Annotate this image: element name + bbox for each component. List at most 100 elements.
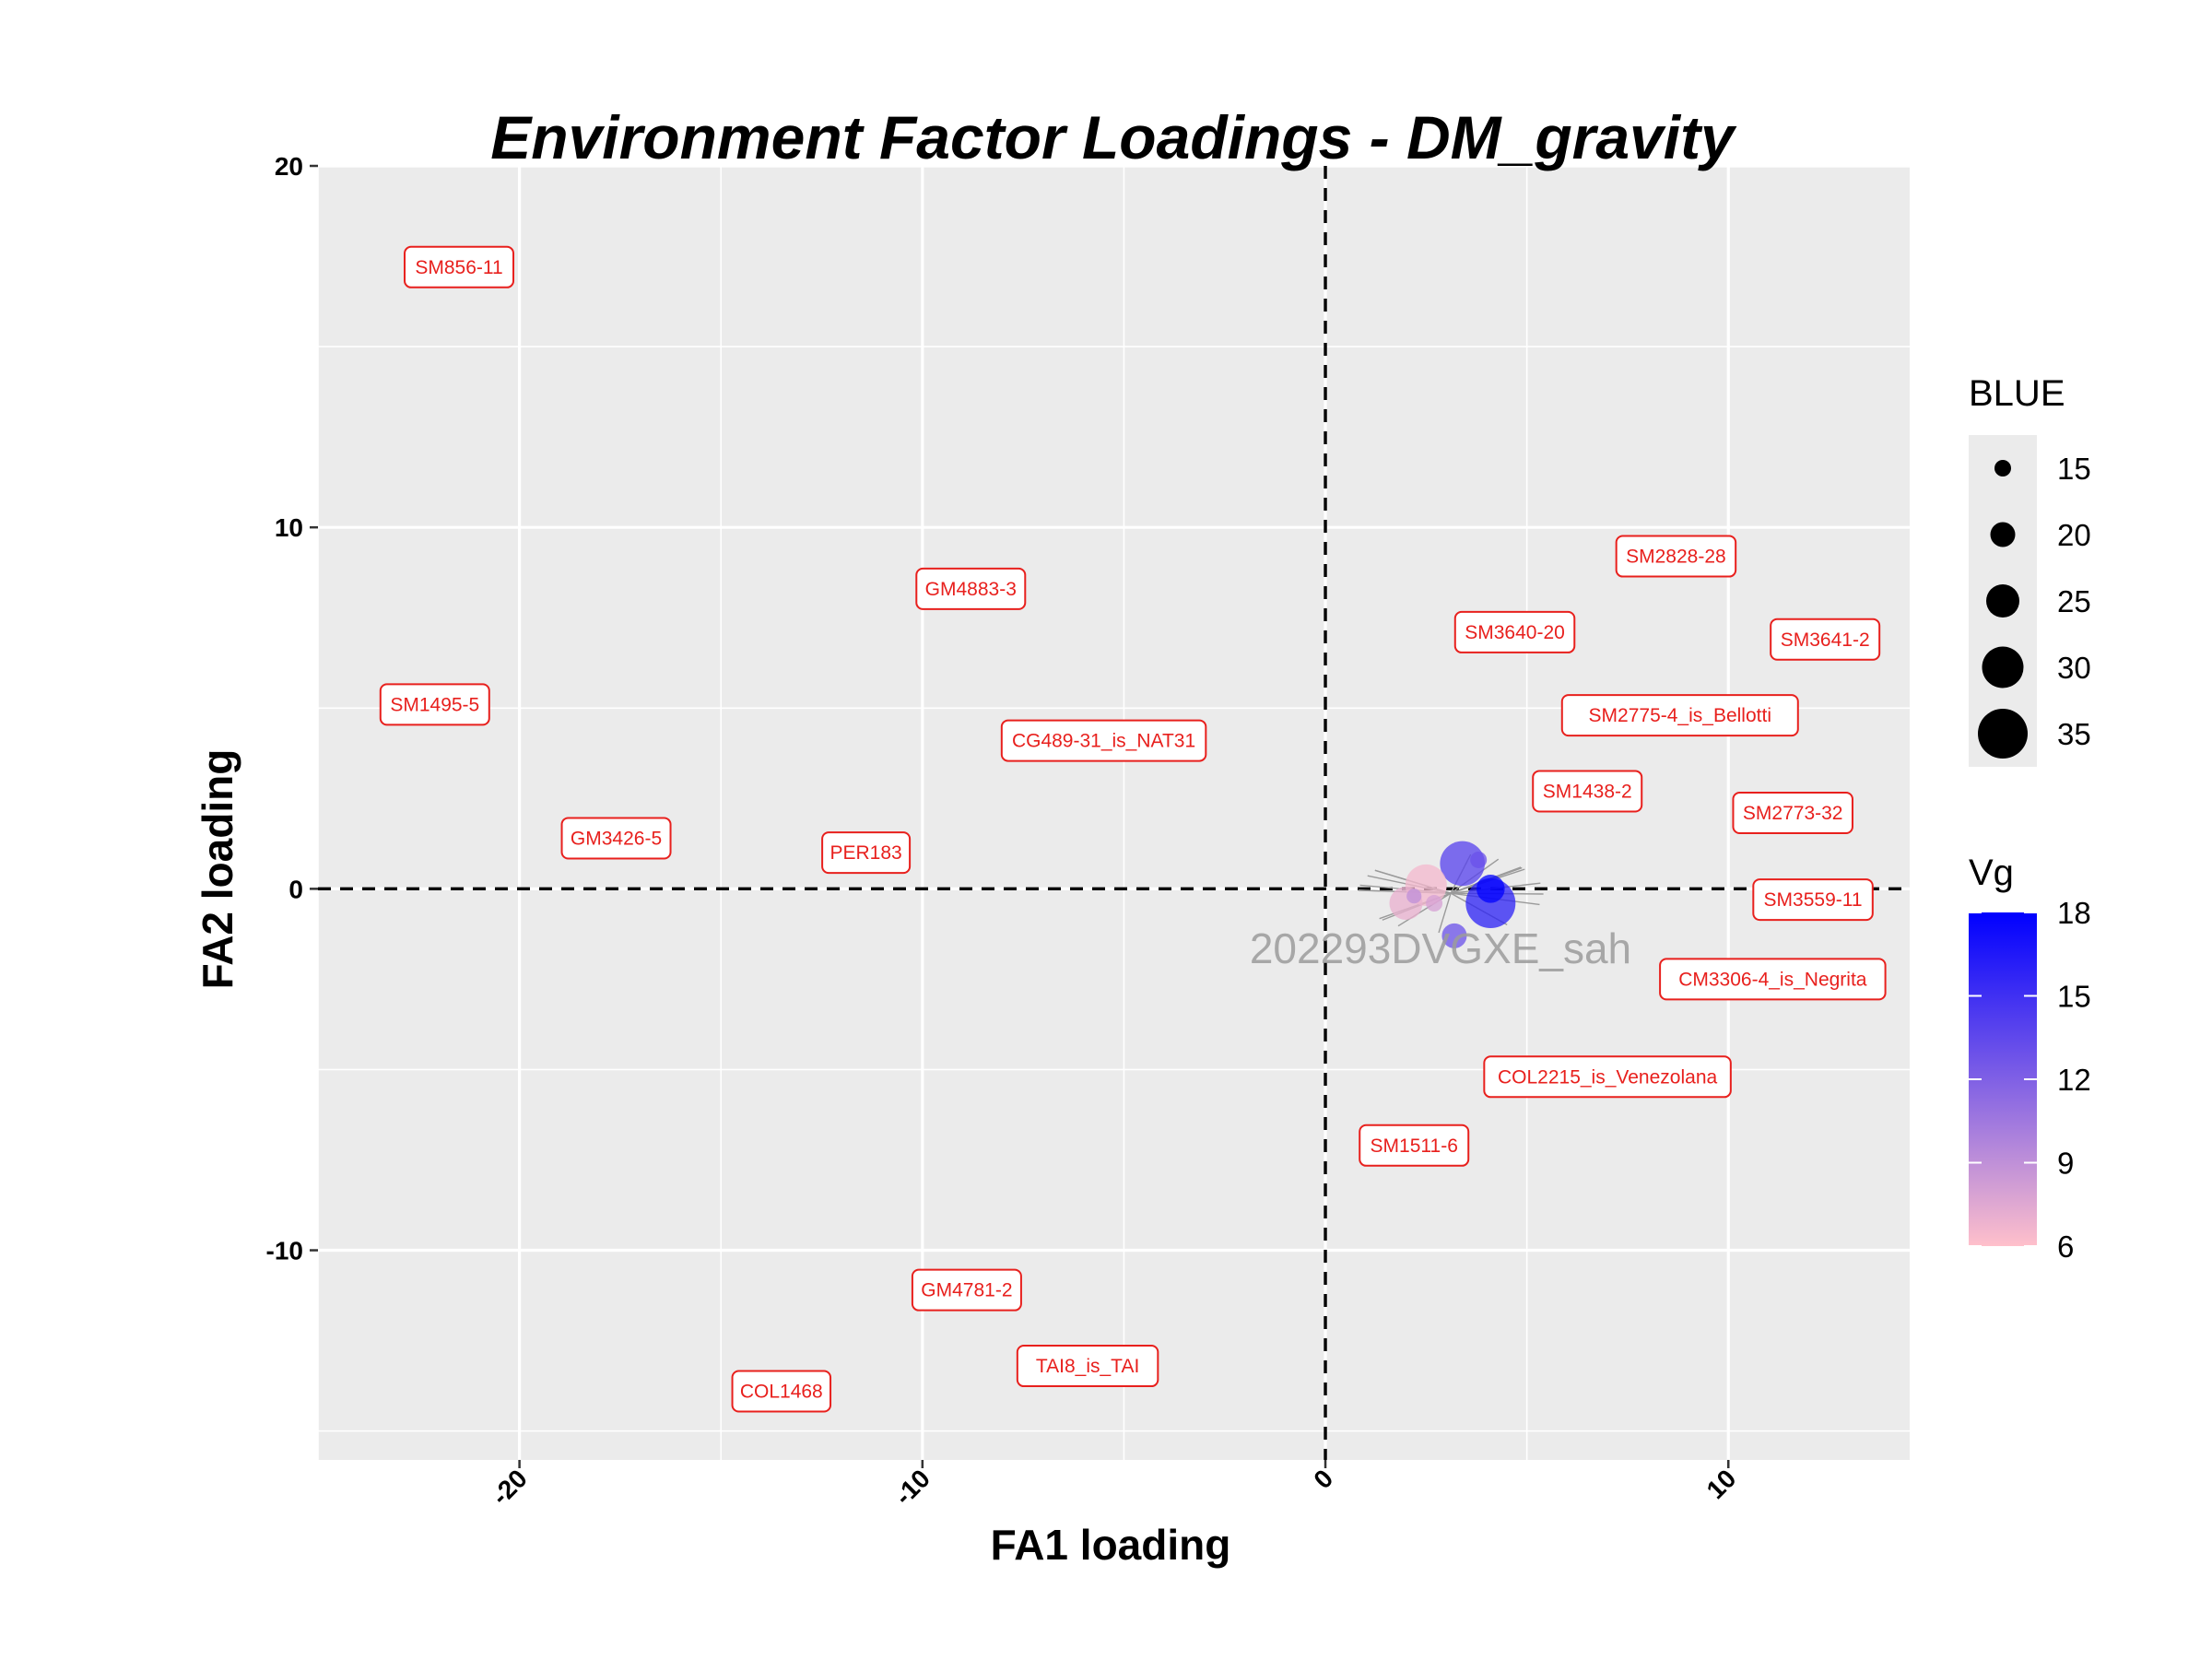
- plot-panel: [318, 166, 1910, 1460]
- data-point: [1476, 875, 1505, 903]
- point-label: SM2775-4_is_Bellotti: [1589, 705, 1771, 726]
- point-label-group: SM1438-2: [1532, 770, 1643, 813]
- point-label: SM1511-6: [1371, 1135, 1458, 1157]
- size-legend-label: 20: [2057, 518, 2091, 552]
- point-label-box: [731, 1370, 832, 1413]
- point-label-group: CM3306-4_is_Negrita: [1659, 958, 1887, 1001]
- point-label: SM1495-5: [390, 694, 479, 715]
- point-label-group: SM856-11: [404, 245, 515, 288]
- point-label-group: SM3559-11: [1752, 878, 1874, 922]
- y-tick-label: -10: [266, 1237, 303, 1265]
- y-tick-label: 0: [288, 875, 303, 903]
- data-point: [1470, 851, 1488, 868]
- x-axis-title: FA1 loading: [991, 1521, 1231, 1569]
- point-label-group: COL2215_is_Venezolana: [1483, 1055, 1732, 1099]
- chart-title: Environment Factor Loadings - DM_gravity: [490, 103, 1737, 171]
- point-label-group: SM2773-32: [1732, 792, 1853, 834]
- point-label: TAI8_is_TAI: [1036, 1356, 1139, 1377]
- point-label-box: [1615, 535, 1737, 578]
- point-label: SM3559-11: [1764, 889, 1863, 911]
- point-label: COL2215_is_Venezolana: [1498, 1066, 1718, 1088]
- color-legend-label: 6: [2057, 1230, 2074, 1264]
- data-point: [1440, 841, 1485, 887]
- point-label-group: GM3426-5: [560, 817, 672, 860]
- x-tick-label: -10: [889, 1464, 936, 1511]
- color-legend-title: Vg: [1969, 853, 2014, 893]
- color-legend-label: 18: [2057, 896, 2091, 930]
- label-connector: [1397, 892, 1452, 927]
- point-label: GM4883-3: [925, 579, 1017, 600]
- size-legend-title: BLUE: [1969, 373, 2065, 414]
- point-label-box: [560, 817, 672, 860]
- major-gridlines: [318, 164, 1910, 1460]
- data-point: [1406, 888, 1422, 904]
- size-legend-key: [1978, 709, 2028, 759]
- point-label-group: SM3640-20: [1453, 610, 1576, 653]
- y-axis-title: FA2 loading: [194, 749, 241, 990]
- point-label-box: [1453, 610, 1576, 653]
- point-label-box: [1000, 719, 1207, 762]
- point-label: SM856-11: [415, 257, 502, 278]
- point-label-box: [404, 245, 515, 288]
- point-label-box: [821, 831, 912, 875]
- reference-lines: [318, 166, 1910, 1460]
- label-connector: [1438, 892, 1452, 934]
- point-label-group: CG489-31_is_NAT31: [1000, 719, 1207, 762]
- point-label: CG489-31_is_NAT31: [1012, 731, 1195, 752]
- color-legend: Vg 18 15 12 9 6: [1969, 853, 2091, 1264]
- point-label-group: COL1468: [731, 1370, 832, 1413]
- color-legend-label: 15: [2057, 980, 2091, 1014]
- point-label: SM3641-2: [1781, 629, 1870, 651]
- size-legend-label: 30: [2057, 651, 2091, 685]
- size-legend-label: 15: [2057, 452, 2091, 486]
- point-labels: SM856-11 SM1495-5 GM3426-5 GM4883-3 CG489-31…: [379, 245, 1887, 1413]
- point-label: GM3426-5: [571, 828, 662, 849]
- point-label-box: [1752, 878, 1874, 922]
- point-label-group: SM1495-5: [379, 683, 490, 726]
- size-legend-label: 25: [2057, 584, 2091, 618]
- watermark: 202293DVGXE_sah: [1250, 924, 1631, 972]
- point-label-group: PER183: [821, 831, 912, 875]
- point-label: SM3640-20: [1465, 622, 1565, 643]
- color-legend-label: 12: [2057, 1063, 2091, 1097]
- point-label-group: SM1511-6: [1359, 1124, 1470, 1167]
- point-label-box: [1560, 694, 1799, 737]
- size-legend-label: 35: [2057, 717, 2091, 751]
- point-label: GM4781-2: [921, 1280, 1012, 1301]
- point-label-group: SM3641-2: [1770, 618, 1881, 661]
- minor-gridlines: [317, 166, 1910, 1460]
- data-point: [1441, 923, 1467, 948]
- x-tick-label: 10: [1701, 1464, 1742, 1504]
- size-legend-key: [1990, 522, 2016, 547]
- x-tick-label: 0: [1308, 1464, 1338, 1494]
- point-label-box: [1659, 958, 1887, 1001]
- point-label-group: GM4781-2: [911, 1268, 1022, 1312]
- data-points: [1389, 841, 1516, 948]
- point-label-box: [1532, 770, 1643, 813]
- x-tick-label: -20: [486, 1464, 533, 1511]
- size-legend-key: [1994, 460, 2011, 477]
- point-label-box: [1359, 1124, 1470, 1167]
- point-label: SM2773-32: [1743, 803, 1843, 824]
- point-label: CM3306-4_is_Negrita: [1678, 969, 1867, 990]
- data-point: [1426, 895, 1443, 912]
- point-label-box: [915, 567, 1027, 610]
- color-legend-label: 9: [2057, 1147, 2074, 1181]
- point-label: SM1438-2: [1543, 781, 1632, 802]
- point-label: COL1468: [740, 1381, 823, 1402]
- size-legend: BLUE 15 20 25 30 35: [1969, 373, 2091, 767]
- point-label-box: [911, 1268, 1022, 1312]
- point-label-group: GM4883-3: [915, 567, 1027, 610]
- point-label: PER183: [830, 842, 902, 864]
- point-label-box: [1732, 792, 1853, 834]
- point-label-box: [1770, 618, 1881, 661]
- point-label-box: [1483, 1055, 1732, 1099]
- point-label-group: SM2828-28: [1615, 535, 1737, 578]
- y-tick-label: 20: [275, 152, 303, 181]
- point-label-group: SM2775-4_is_Bellotti: [1560, 694, 1799, 737]
- size-legend-key: [1982, 646, 2024, 688]
- point-label: SM2828-28: [1626, 547, 1726, 568]
- size-legend-key: [1986, 584, 2019, 618]
